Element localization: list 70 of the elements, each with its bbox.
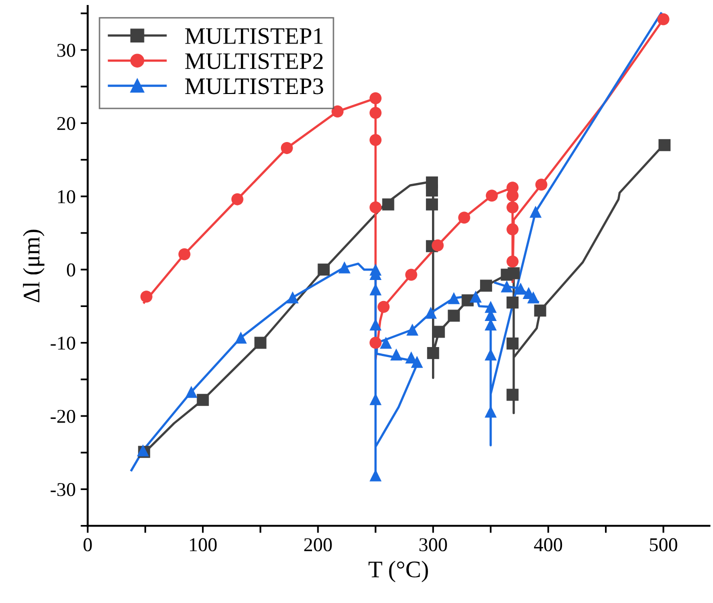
point bbox=[658, 139, 671, 152]
point bbox=[286, 291, 299, 304]
x-tick-label: 500 bbox=[650, 538, 678, 552]
y-tick-label: 10 bbox=[58, 190, 76, 204]
point bbox=[178, 248, 190, 260]
x-tick-label: 0 bbox=[84, 538, 92, 552]
y-tick-label: -20 bbox=[50, 410, 76, 423]
point bbox=[318, 264, 330, 276]
point bbox=[432, 239, 444, 252]
point bbox=[424, 306, 437, 319]
point bbox=[506, 296, 519, 309]
point bbox=[480, 280, 492, 292]
x-tick-label: 400 bbox=[534, 538, 562, 552]
point bbox=[185, 386, 198, 398]
point bbox=[427, 347, 440, 360]
point bbox=[535, 178, 548, 191]
point bbox=[378, 300, 390, 313]
legend-label: MULTISTEP3 bbox=[185, 78, 324, 94]
point bbox=[410, 356, 424, 368]
point bbox=[448, 310, 460, 322]
point bbox=[370, 134, 382, 146]
point bbox=[530, 206, 542, 218]
y-tick-label: -30 bbox=[50, 483, 76, 496]
point bbox=[506, 201, 519, 214]
point bbox=[527, 291, 540, 304]
y-axis-title: Δl (μm) bbox=[22, 230, 44, 302]
point bbox=[470, 290, 482, 303]
point bbox=[370, 106, 382, 119]
point bbox=[390, 348, 402, 361]
x-axis-title: T (°C) bbox=[368, 560, 428, 582]
x-tick-label: 300 bbox=[419, 538, 447, 552]
point bbox=[506, 223, 519, 236]
point bbox=[370, 336, 382, 349]
x-tick-label: 200 bbox=[304, 538, 332, 552]
point bbox=[426, 184, 438, 197]
y-tick-label: -10 bbox=[50, 336, 76, 350]
point bbox=[370, 92, 382, 104]
y-tick-label: 0 bbox=[66, 263, 76, 277]
point bbox=[448, 292, 460, 304]
point bbox=[380, 336, 392, 349]
point bbox=[405, 268, 418, 281]
point bbox=[500, 280, 513, 292]
point bbox=[231, 193, 244, 206]
point bbox=[484, 406, 497, 418]
point bbox=[514, 282, 527, 295]
point bbox=[140, 290, 152, 303]
point bbox=[234, 332, 247, 344]
point bbox=[370, 201, 382, 214]
point bbox=[426, 198, 438, 210]
x-tick-label: 100 bbox=[190, 538, 217, 552]
point bbox=[432, 326, 445, 338]
point bbox=[506, 256, 519, 268]
legend-label: MULTISTEP1 bbox=[185, 28, 323, 44]
point bbox=[534, 304, 546, 317]
point bbox=[280, 142, 293, 154]
legend-label: MULTISTEP2 bbox=[185, 53, 323, 70]
point bbox=[338, 261, 350, 274]
point bbox=[406, 324, 418, 336]
point bbox=[508, 267, 520, 280]
y-tick-label: 30 bbox=[57, 44, 76, 57]
point bbox=[506, 338, 519, 350]
point bbox=[458, 212, 470, 224]
point bbox=[332, 105, 344, 118]
point bbox=[486, 190, 498, 202]
point bbox=[506, 388, 519, 401]
point bbox=[382, 198, 394, 210]
point bbox=[254, 336, 266, 349]
y-tick-label: 20 bbox=[57, 116, 76, 130]
point bbox=[196, 394, 209, 406]
point bbox=[657, 13, 670, 26]
